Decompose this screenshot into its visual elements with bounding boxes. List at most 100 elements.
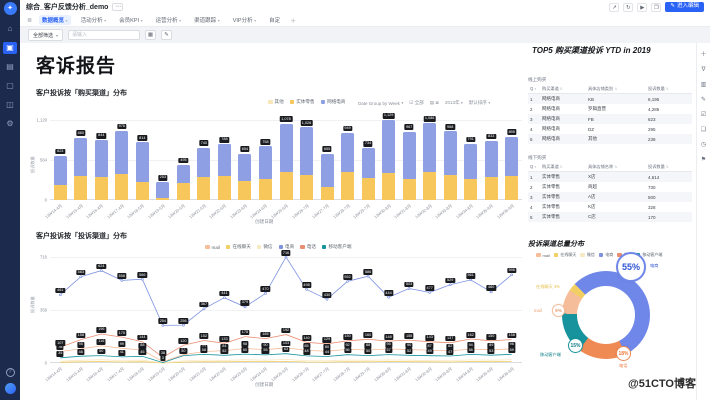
filter-edit-icon[interactable]: ✎ [161, 30, 173, 40]
bar-segment-online[interactable] [443, 131, 457, 175]
app-logo-icon[interactable]: ✦ [3, 2, 17, 15]
filter-scope-select[interactable]: 全部筛选 ▾ [28, 29, 64, 41]
bar-segment-retail[interactable] [176, 182, 190, 200]
bar-segment-online[interactable] [135, 142, 149, 183]
bar-segment-retail[interactable] [300, 174, 314, 200]
bar-segment-retail[interactable] [361, 178, 375, 200]
clock-icon[interactable]: ◷ [700, 142, 707, 148]
year-select[interactable]: 2013年 ▾ [445, 100, 463, 105]
bar-segment-retail[interactable] [505, 175, 519, 200]
file-icon[interactable]: ▤ [6, 62, 14, 71]
table-row[interactable]: 2 网络电商 罗辑直营 4,285 [530, 106, 660, 112]
bar-segment-retail[interactable] [382, 173, 396, 200]
add-tab-button[interactable]: ＋ [290, 18, 297, 25]
bar-segment-online[interactable] [484, 140, 498, 177]
bar-segment-retail[interactable] [94, 176, 108, 200]
bar-segment-online[interactable] [217, 144, 231, 176]
column-header[interactable]: 具体店铺名称 ⇅ [586, 162, 646, 172]
checkbox-icon[interactable]: ☑ [700, 112, 707, 118]
tab-4[interactable]: 运营分析 ▾ [155, 18, 182, 24]
column-header[interactable]: 购买渠道 ⇅ [540, 84, 586, 94]
bar-segment-online[interactable] [238, 153, 252, 181]
briefcase-icon[interactable]: ▣ [3, 42, 17, 54]
legend-item[interactable]: 微信 [256, 244, 273, 250]
legend-item[interactable]: mail [205, 245, 220, 250]
bar-segment-online[interactable] [464, 143, 478, 179]
bar-segment-online[interactable] [258, 146, 272, 179]
bar-segment-online[interactable] [300, 127, 314, 175]
bar-segment-online[interactable] [382, 120, 396, 174]
legend-item[interactable]: 电商 [598, 252, 613, 258]
table-row[interactable]: 2 实体零售 商超 730 [530, 184, 656, 190]
user-avatar[interactable] [4, 383, 16, 394]
bar-segment-retail[interactable] [115, 173, 129, 200]
legend-item[interactable]: 电商 [278, 244, 294, 250]
legend-item[interactable]: 在线聊天 [225, 244, 251, 250]
bar-segment-online[interactable] [197, 147, 211, 177]
filter-grid-icon[interactable]: ▦ [145, 30, 157, 40]
legend-item[interactable]: 微信 [580, 252, 595, 258]
tab-2[interactable]: 活动分析 ▾ [80, 18, 107, 24]
bar-segment-retail[interactable] [197, 176, 211, 200]
legend-item[interactable]: 网络电商 [320, 99, 345, 105]
filter-icon[interactable]: ∇ [701, 67, 706, 73]
tab-6[interactable]: VIP分析 ▾ [232, 18, 257, 24]
bar-segment-retail[interactable] [53, 185, 67, 200]
bar-segment-online[interactable] [74, 137, 88, 176]
tab-7[interactable]: 自定 [269, 18, 281, 24]
bar-segment-retail[interactable] [464, 178, 478, 200]
bar-segment-retail[interactable] [402, 178, 416, 200]
tab-5[interactable]: 渠道跟踪 ▾ [194, 18, 220, 24]
bar-segment-retail[interactable] [74, 175, 88, 200]
chart-icon[interactable]: ▥ [700, 82, 707, 88]
gear-icon[interactable]: ⚙ [6, 119, 14, 128]
column-header[interactable]: Q ▾ [528, 84, 540, 94]
bar-segment-online[interactable] [279, 123, 293, 173]
table-row[interactable]: 3 网络电商 FB 623 [528, 114, 692, 124]
bar-segment-retail[interactable] [320, 186, 334, 200]
refresh-icon[interactable]: ↻ [623, 2, 634, 12]
enter-edit-button[interactable]: ✎ 进入编辑 [665, 1, 704, 13]
bar-segment-online[interactable] [423, 123, 437, 173]
bar-segment-online[interactable] [115, 130, 129, 174]
filter-search-input[interactable] [68, 30, 141, 40]
table-row[interactable]: 4 网络电商 DZ 295 [530, 126, 656, 132]
table-row[interactable]: 1 网络电商 KB 6,195 [528, 93, 692, 104]
share-icon[interactable]: ↗ [609, 2, 620, 12]
legend-item[interactable]: 电话 [300, 244, 316, 250]
bar-segment-online[interactable] [156, 182, 170, 198]
legend-item[interactable]: 移动客户端 [321, 244, 351, 250]
date-group-select[interactable]: Date Group by Week ▾ [358, 100, 404, 106]
bar-segment-retail[interactable] [279, 172, 293, 200]
table-row[interactable]: 1 实体零售 X店 4,614 [528, 171, 692, 182]
view-toggle-icons[interactable]: ▤ ≣ [429, 100, 440, 105]
table-row[interactable]: 5 网络电商 其他 238 [528, 134, 692, 144]
bar-segment-retail[interactable] [217, 175, 231, 200]
bar-segment-retail[interactable] [341, 172, 355, 200]
help-icon[interactable]: ? [5, 368, 15, 377]
home-icon[interactable]: ⌂ [7, 24, 13, 33]
plus-icon[interactable]: ＋ [700, 52, 707, 58]
tab-1[interactable]: 数据概览 ▾ [39, 15, 71, 25]
bar-segment-online[interactable] [341, 132, 355, 173]
monitor-icon[interactable]: ▢ [6, 81, 14, 90]
image-icon[interactable]: ◫ [6, 100, 14, 109]
column-header[interactable]: 投诉数量 ⇅ [646, 162, 692, 172]
bar-segment-retail[interactable] [443, 174, 457, 200]
bar-segment-retail[interactable] [258, 178, 272, 200]
table-row[interactable]: 3 实体零售 A店 500 [528, 192, 692, 202]
bar-segment-online[interactable] [361, 148, 375, 179]
legend-item[interactable]: 在线聊天 [553, 252, 576, 258]
column-header[interactable]: 投诉数量 ⇅ [646, 84, 692, 94]
bar-segment-retail[interactable] [484, 176, 498, 200]
legend-item[interactable]: 实体零售 [289, 99, 315, 105]
table-row[interactable]: 4 实体零售 K店 328 [530, 204, 656, 210]
bar-segment-online[interactable] [176, 164, 190, 183]
bar-segment-retail[interactable] [238, 180, 252, 200]
tab-3[interactable]: 会员KPI ▾ [119, 18, 143, 24]
bar-segment-online[interactable] [94, 140, 108, 177]
bar-segment-retail[interactable] [156, 197, 170, 200]
sort-select[interactable]: 默认排序 ▾ [468, 100, 491, 105]
copy-icon[interactable]: ❏ [700, 127, 707, 133]
column-header[interactable]: Q ▾ [528, 162, 540, 172]
